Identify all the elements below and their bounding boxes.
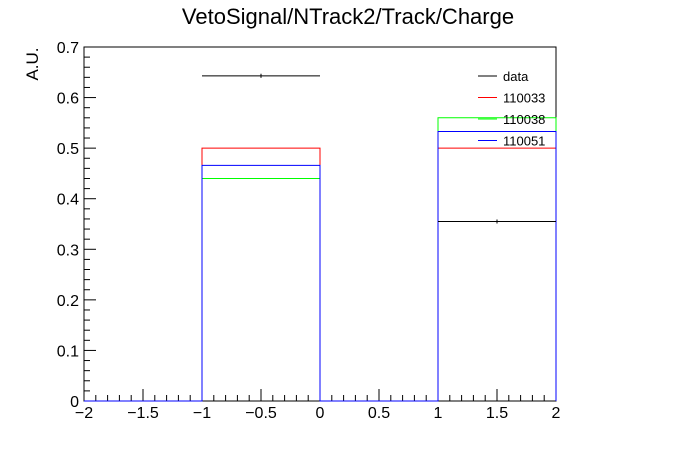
legend: data 110033 110038 110051: [478, 69, 545, 149]
x-tick-label: 0.5: [368, 405, 390, 422]
y-tick-label: 0.4: [57, 192, 79, 209]
y-axis-label: A.U.: [23, 47, 42, 80]
y-tick-label: 0.6: [57, 91, 79, 108]
y-tick-label: 0.1: [57, 343, 79, 360]
legend-label-110051: 110051: [503, 134, 545, 149]
x-tick-label: −0.5: [245, 405, 277, 422]
legend-label-110038: 110038: [503, 112, 545, 127]
x-tick-label: 0: [316, 405, 325, 422]
x-tick-label: 2: [552, 405, 561, 422]
legend-label-data: data: [503, 69, 529, 84]
axis-ticks: [83, 46, 557, 402]
chart-title: VetoSignal/NTrack2/Track/Charge: [182, 4, 514, 29]
legend-label-110033: 110033: [503, 91, 545, 106]
tick-labels: −2 −1.5 −1 −0.5 0 0.5 1 1.5 2 0 0.1 0.2 0.3 0.4 0.5 0.6…: [57, 40, 561, 422]
y-tick-label: 0.3: [57, 242, 79, 259]
x-tick-label: −1.5: [127, 405, 159, 422]
x-tick-label: 1.5: [486, 405, 508, 422]
x-tick-label: −1: [193, 405, 211, 422]
y-tick-label: 0.5: [57, 141, 79, 158]
x-tick-label: −2: [75, 405, 93, 422]
y-tick-label: 0.7: [57, 40, 79, 57]
x-tick-label: 1: [434, 405, 443, 422]
y-tick-label: 0: [70, 394, 79, 411]
series-group: [84, 73, 557, 402]
series-110051-histogram: [84, 130, 557, 402]
y-tick-label: 0.2: [57, 293, 79, 310]
